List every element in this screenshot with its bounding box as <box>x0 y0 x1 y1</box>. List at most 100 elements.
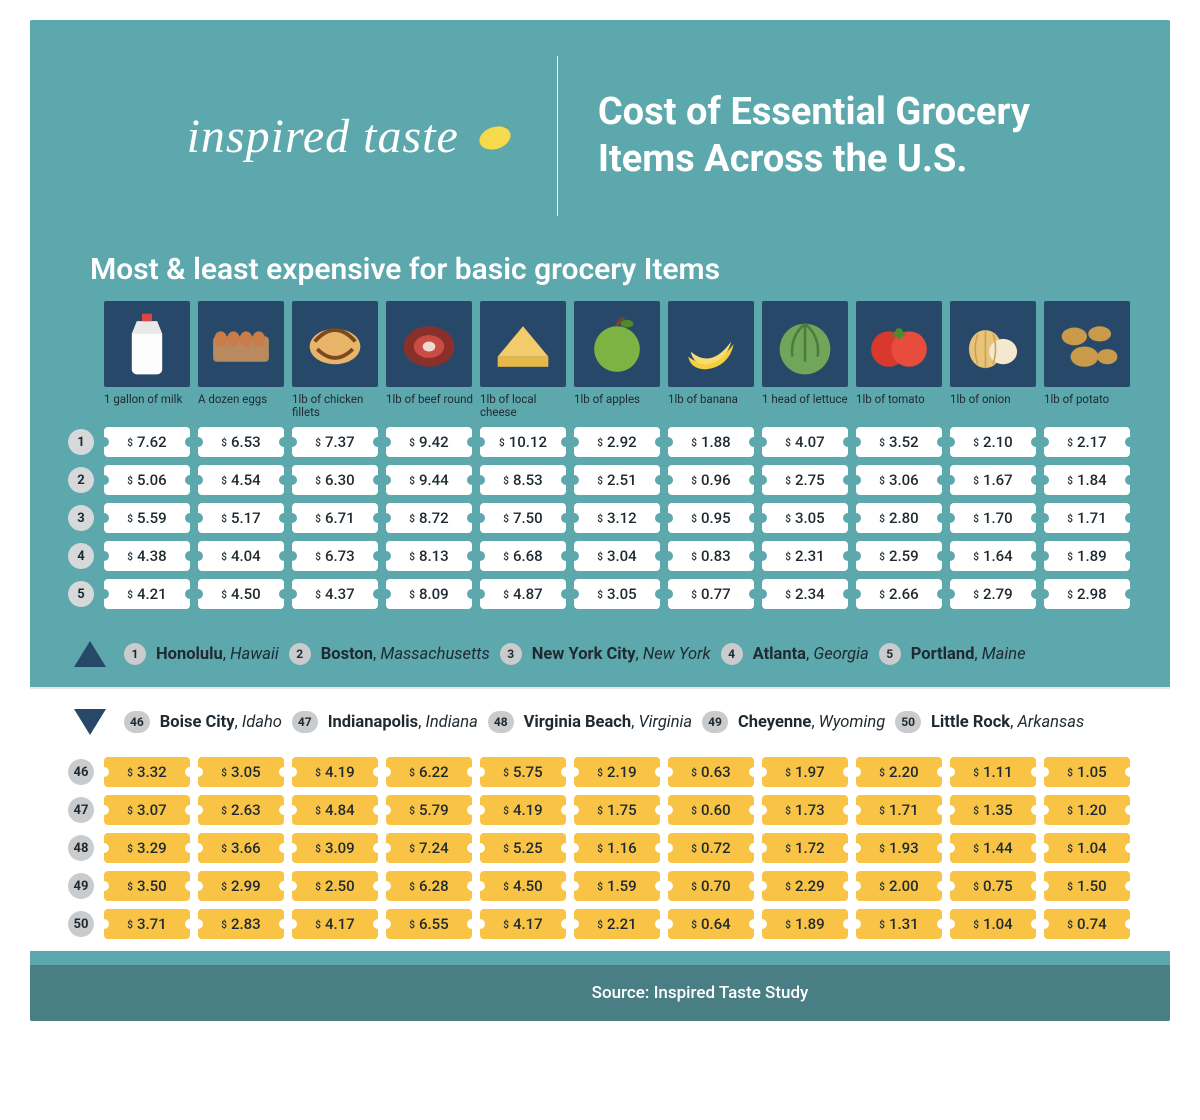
item-image <box>292 301 378 387</box>
top-price-rows: 1$7.62$6.53$7.37$9.42$10.12$2.92$1.88$4.… <box>68 427 1132 609</box>
dollar-sign: $ <box>973 514 979 525</box>
top-cities-legend: 1Honolulu, Hawaii2Boston, Massachusetts3… <box>30 631 1170 687</box>
dollar-sign: $ <box>127 476 133 487</box>
dollar-sign: $ <box>221 768 227 779</box>
item-headers: 1 gallon of milkA dozen eggs1lb of chick… <box>104 301 1132 421</box>
price-tag: $4.54 <box>198 465 284 495</box>
dollar-sign: $ <box>127 552 133 563</box>
city-label: Boston, Massachusetts <box>321 645 490 664</box>
dollar-sign: $ <box>691 590 697 601</box>
item-column: 1lb of local cheese <box>480 301 568 421</box>
dollar-sign: $ <box>409 844 415 855</box>
rank-pill: 3 <box>500 643 522 665</box>
dollar-sign: $ <box>221 514 227 525</box>
dollar-sign: $ <box>127 438 133 449</box>
price-tag: $5.79 <box>386 795 472 825</box>
dollar-sign: $ <box>597 920 603 931</box>
item-image <box>762 301 848 387</box>
dollar-sign: $ <box>409 438 415 449</box>
dollar-sign: $ <box>691 920 697 931</box>
price-tag: $1.89 <box>1044 541 1130 571</box>
price-tag: $4.17 <box>292 909 378 939</box>
dollar-sign: $ <box>127 844 133 855</box>
price-row: 3$5.59$5.17$6.71$8.72$7.50$3.12$0.95$3.0… <box>68 503 1132 533</box>
top-section: 1 gallon of milkA dozen eggs1lb of chick… <box>30 301 1170 631</box>
item-image <box>104 301 190 387</box>
dollar-sign: $ <box>691 476 697 487</box>
dollar-sign: $ <box>879 920 885 931</box>
dollar-sign: $ <box>785 920 791 931</box>
price-tag: $8.09 <box>386 579 472 609</box>
price-tag: $9.42 <box>386 427 472 457</box>
dollar-sign: $ <box>785 882 791 893</box>
dollar-sign: $ <box>127 882 133 893</box>
dollar-sign: $ <box>785 844 791 855</box>
price-tag: $1.71 <box>1044 503 1130 533</box>
item-column: 1lb of potato <box>1044 301 1132 421</box>
triangle-down-icon <box>74 709 106 735</box>
dollar-sign: $ <box>503 920 509 931</box>
price-tag: $2.75 <box>762 465 848 495</box>
dollar-sign: $ <box>1067 920 1073 931</box>
brand-logo: inspired taste <box>90 109 517 164</box>
item-image <box>574 301 660 387</box>
item-column: 1 head of lettuce <box>762 301 850 421</box>
price-tag: $4.19 <box>292 757 378 787</box>
price-tag: $3.71 <box>104 909 190 939</box>
rank-pill: 47 <box>292 711 318 733</box>
rank-badge: 1 <box>68 429 94 455</box>
price-row: 46$3.32$3.05$4.19$6.22$5.75$2.19$0.63$1.… <box>68 757 1132 787</box>
price-row: 2$5.06$4.54$6.30$9.44$8.53$2.51$0.96$2.7… <box>68 465 1132 495</box>
dollar-sign: $ <box>1067 514 1073 525</box>
price-tag: $2.19 <box>574 757 660 787</box>
dollar-sign: $ <box>691 806 697 817</box>
price-tag: $2.98 <box>1044 579 1130 609</box>
price-tag: $7.24 <box>386 833 472 863</box>
dollar-sign: $ <box>315 590 321 601</box>
item-image <box>480 301 566 387</box>
dollar-sign: $ <box>973 882 979 893</box>
city-label: Indianapolis, Indiana <box>328 713 478 732</box>
price-tag: $3.05 <box>198 757 284 787</box>
price-tag: $0.60 <box>668 795 754 825</box>
item-label: 1lb of tomato <box>856 393 944 421</box>
price-tag: $4.37 <box>292 579 378 609</box>
item-column: 1lb of tomato <box>856 301 944 421</box>
price-tag: $1.04 <box>950 909 1036 939</box>
item-column: 1lb of chicken fillets <box>292 301 380 421</box>
dollar-sign: $ <box>597 768 603 779</box>
dollar-sign: $ <box>409 514 415 525</box>
item-image <box>856 301 942 387</box>
price-tag: $1.89 <box>762 909 848 939</box>
price-tag: $3.09 <box>292 833 378 863</box>
rank-pill: 50 <box>895 711 921 733</box>
dollar-sign: $ <box>409 476 415 487</box>
rank-badge: 48 <box>68 835 94 861</box>
bottom-price-rows: 46$3.32$3.05$4.19$6.22$5.75$2.19$0.63$1.… <box>30 757 1170 939</box>
item-label: 1lb of chicken fillets <box>292 393 380 421</box>
dollar-sign: $ <box>785 438 791 449</box>
dollar-sign: $ <box>973 920 979 931</box>
price-tag: $2.10 <box>950 427 1036 457</box>
lemon-icon <box>473 114 517 158</box>
price-tag: $2.83 <box>198 909 284 939</box>
price-tag: $1.75 <box>574 795 660 825</box>
price-tag: $0.75 <box>950 871 1036 901</box>
price-tag: $2.80 <box>856 503 942 533</box>
dollar-sign: $ <box>503 806 509 817</box>
price-tag: $5.17 <box>198 503 284 533</box>
dollar-sign: $ <box>879 882 885 893</box>
price-tag: $2.00 <box>856 871 942 901</box>
price-tag: $4.84 <box>292 795 378 825</box>
dollar-sign: $ <box>1067 552 1073 563</box>
price-tag: $6.68 <box>480 541 566 571</box>
dollar-sign: $ <box>785 552 791 563</box>
rank-badge: 47 <box>68 797 94 823</box>
price-tag: $2.21 <box>574 909 660 939</box>
dollar-sign: $ <box>315 768 321 779</box>
dollar-sign: $ <box>503 882 509 893</box>
dollar-sign: $ <box>503 552 509 563</box>
price-tag: $2.63 <box>198 795 284 825</box>
dollar-sign: $ <box>409 590 415 601</box>
dollar-sign: $ <box>879 476 885 487</box>
